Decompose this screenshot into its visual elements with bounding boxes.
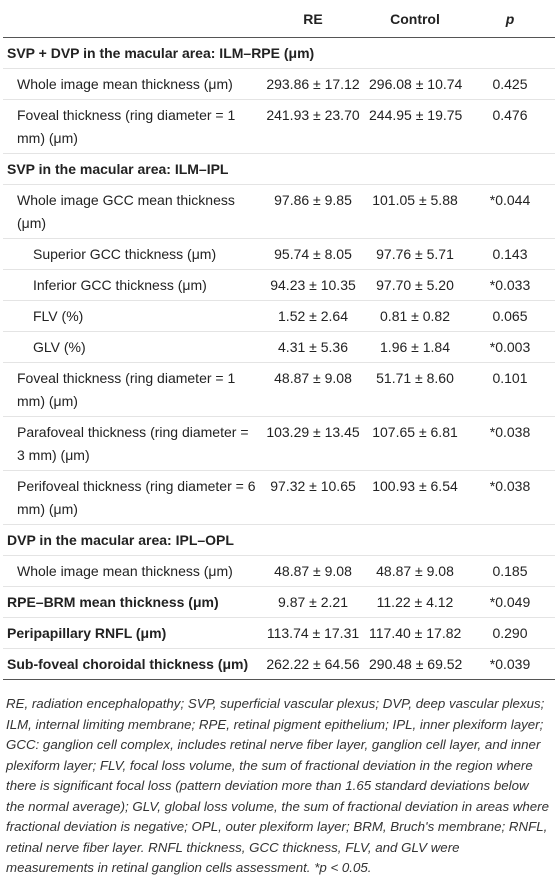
value-cell: 100.93 ± 6.54 [365,470,465,525]
data-table: RE Control p SVP + DVP in the macular ar… [3,0,555,680]
value-cell: 0.81 ± 0.82 [365,300,465,332]
value-cell: 0.065 [465,300,555,332]
table-body: SVP + DVP in the macular area: ILM–RPE (… [3,37,555,680]
table-row: RPE–BRM mean thickness (μm) 9.87 ± 2.21 11… [3,586,555,618]
value-cell: 293.86 ± 17.12 [261,68,365,100]
table-row: Parafoveal thickness (ring diameter = 3 … [3,416,555,471]
row-label: DVP in the macular area: IPL–OPL [3,524,555,556]
table-row: Sub-foveal choroidal thickness (μm) 262.2… [3,648,555,680]
footnote: RE, radiation encephalopathy; SVP, super… [6,696,549,875]
value-cell: 262.22 ± 64.56 [261,648,365,680]
table-row: GLV (%) 4.31 ± 5.36 1.96 ± 1.84 *0.003 [3,331,555,363]
header-cell: RE [261,0,365,38]
value-cell: *0.033 [465,269,555,301]
row-label: Whole image GCC mean thickness (μm) [3,184,261,239]
value-cell: 48.87 ± 9.08 [261,555,365,587]
table-row: DVP in the macular area: IPL–OPL [3,524,555,556]
row-label: Foveal thickness (ring diameter = 1 mm) … [3,362,261,417]
value-cell: 94.23 ± 10.35 [261,269,365,301]
table-row: Foveal thickness (ring diameter = 1 mm) … [3,362,555,417]
value-cell: 11.22 ± 4.12 [365,586,465,618]
value-cell: 48.87 ± 9.08 [261,362,365,417]
value-cell: 51.71 ± 8.60 [365,362,465,417]
value-cell: *0.038 [465,416,555,471]
row-label: SVP + DVP in the macular area: ILM–RPE (… [3,37,555,69]
row-label: Whole image mean thickness (μm) [3,555,261,587]
row-label: Parafoveal thickness (ring diameter = 3 … [3,416,261,471]
row-label: Peripapillary RNFL (μm) [3,617,261,649]
value-cell: *0.044 [465,184,555,239]
value-cell: 0.425 [465,68,555,100]
value-cell: 97.70 ± 5.20 [365,269,465,301]
value-cell: 244.95 ± 19.75 [365,99,465,154]
header-cell [3,0,261,38]
value-cell: 1.52 ± 2.64 [261,300,365,332]
value-cell: *0.049 [465,586,555,618]
value-cell: 97.86 ± 9.85 [261,184,365,239]
value-cell: *0.039 [465,648,555,680]
table-row: Superior GCC thickness (μm) 95.74 ± 8.05 9… [3,238,555,270]
value-cell: 241.93 ± 23.70 [261,99,365,154]
value-cell: 48.87 ± 9.08 [365,555,465,587]
value-cell: 95.74 ± 8.05 [261,238,365,270]
value-cell: 107.65 ± 6.81 [365,416,465,471]
value-cell: 0.101 [465,362,555,417]
value-cell: 1.96 ± 1.84 [365,331,465,363]
row-label: GLV (%) [3,331,261,363]
row-label: Foveal thickness (ring diameter = 1 mm) … [3,99,261,154]
row-label: Whole image mean thickness (μm) [3,68,261,100]
table-row: FLV (%) 1.52 ± 2.64 0.81 ± 0.82 0.065 [3,300,555,332]
value-cell: 4.31 ± 5.36 [261,331,365,363]
value-cell: 9.87 ± 2.21 [261,586,365,618]
header-cell: Control [365,0,465,38]
value-cell: 0.476 [465,99,555,154]
table-row: SVP in the macular area: ILM–IPL [3,153,555,185]
row-label: Superior GCC thickness (μm) [3,238,261,270]
value-cell: 97.32 ± 10.65 [261,470,365,525]
row-label: SVP in the macular area: ILM–IPL [3,153,555,185]
value-cell: *0.038 [465,470,555,525]
table-row: Foveal thickness (ring diameter = 1 mm) … [3,99,555,154]
value-cell: 103.29 ± 13.45 [261,416,365,471]
value-cell: 290.48 ± 69.52 [365,648,465,680]
table-row: Whole image mean thickness (μm) 48.87 ± 9… [3,555,555,587]
table-row: SVP + DVP in the macular area: ILM–RPE (… [3,37,555,69]
value-cell: 97.76 ± 5.71 [365,238,465,270]
row-label: Perifoveal thickness (ring diameter = 6 … [3,470,261,525]
value-cell: 117.40 ± 17.82 [365,617,465,649]
value-cell: 0.290 [465,617,555,649]
value-cell: 296.08 ± 10.74 [365,68,465,100]
value-cell: 101.05 ± 5.88 [365,184,465,239]
table-row: Perifoveal thickness (ring diameter = 6 … [3,470,555,525]
value-cell: 0.143 [465,238,555,270]
page: RE Control p SVP + DVP in the macular ar… [3,0,555,875]
row-label: Inferior GCC thickness (μm) [3,269,261,301]
header-row: RE Control p [3,0,555,38]
value-cell: 0.185 [465,555,555,587]
table-row: Whole image mean thickness (μm) 293.86 ± … [3,68,555,100]
row-label: FLV (%) [3,300,261,332]
row-label: Sub-foveal choroidal thickness (μm) [3,648,261,680]
value-cell: 113.74 ± 17.31 [261,617,365,649]
table-row: Inferior GCC thickness (μm) 94.23 ± 10.35… [3,269,555,301]
header-cell: p [465,0,555,38]
value-cell: *0.003 [465,331,555,363]
row-label: RPE–BRM mean thickness (μm) [3,586,261,618]
table-row: Peripapillary RNFL (μm) 113.74 ± 17.31 117… [3,617,555,649]
table-row: Whole image GCC mean thickness (μm) 97.86… [3,184,555,239]
